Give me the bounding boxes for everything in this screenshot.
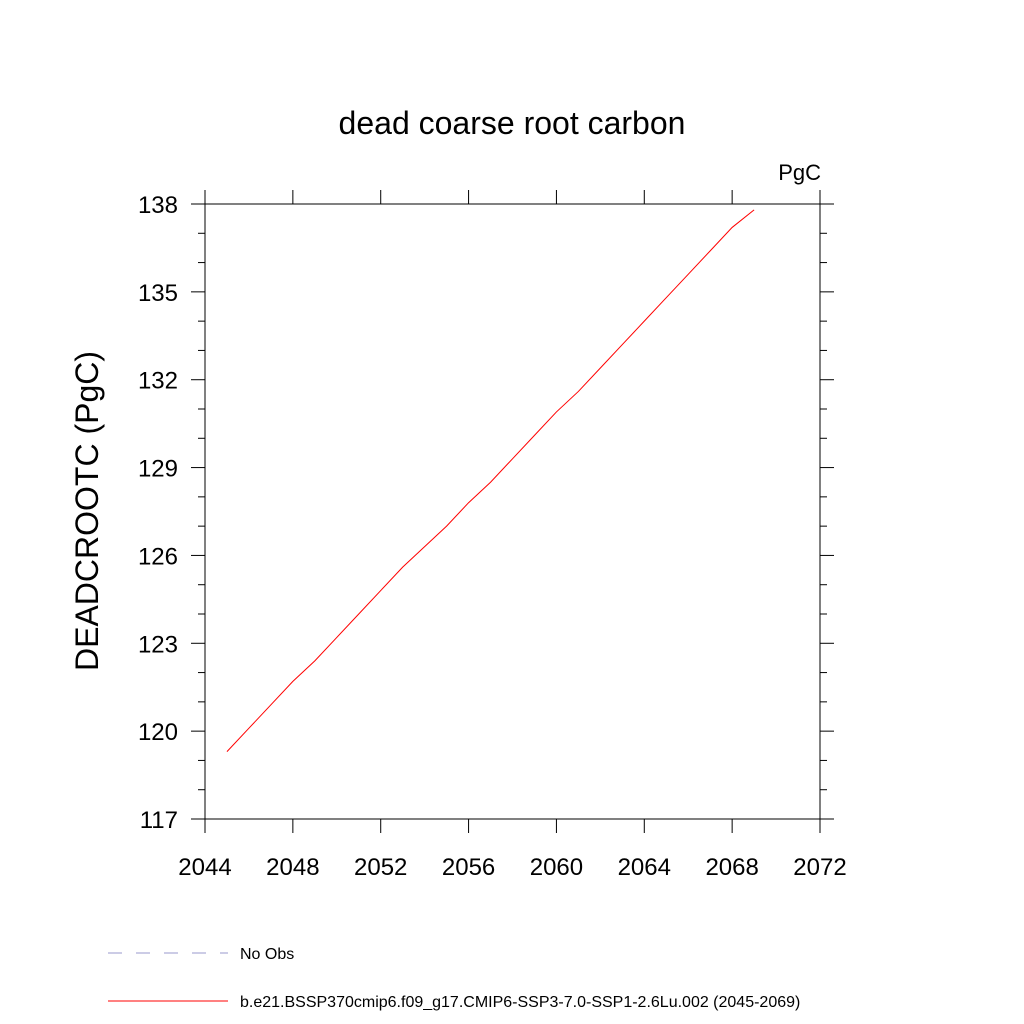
x-tick-label: 2068 <box>705 854 758 881</box>
y-tick-label: 132 <box>138 368 178 395</box>
legend-label-model: b.e21.BSSP370cmip6.f09_g17.CMIP6-SSP3-7.… <box>240 994 800 1011</box>
y-axis-label: DEADCROOTC (PgC) <box>69 351 105 671</box>
x-tick-label: 2064 <box>618 854 671 881</box>
x-tick-label: 2056 <box>442 854 495 881</box>
y-axis-ticks <box>191 203 834 820</box>
y-tick-label: 126 <box>138 543 178 570</box>
legend-label-no-obs: No Obs <box>240 946 294 963</box>
series-group <box>226 209 755 752</box>
x-tick-label: 2044 <box>178 854 231 881</box>
y-tick-label: 135 <box>138 280 178 307</box>
y-axis-tick-labels: 117 120 123 126 129 132 135 138 <box>138 192 178 834</box>
y-tick-label: 120 <box>138 719 178 746</box>
plot-frame <box>204 203 821 820</box>
y-tick-label: 129 <box>138 456 178 483</box>
series-line-0 <box>226 209 755 752</box>
units-label: PgC <box>778 160 821 185</box>
x-tick-label: 2072 <box>793 854 846 881</box>
x-axis-ticks <box>204 190 821 833</box>
y-tick-label: 123 <box>138 631 178 658</box>
y-tick-label: 117 <box>140 807 178 834</box>
chart-title: dead coarse root carbon <box>339 105 686 141</box>
x-tick-label: 2048 <box>266 854 319 881</box>
x-axis-tick-labels: 2044 2048 2052 2056 2060 2064 2068 2072 <box>178 854 846 881</box>
x-tick-label: 2060 <box>530 854 583 881</box>
y-tick-label: 138 <box>138 192 178 219</box>
x-tick-label: 2052 <box>354 854 407 881</box>
